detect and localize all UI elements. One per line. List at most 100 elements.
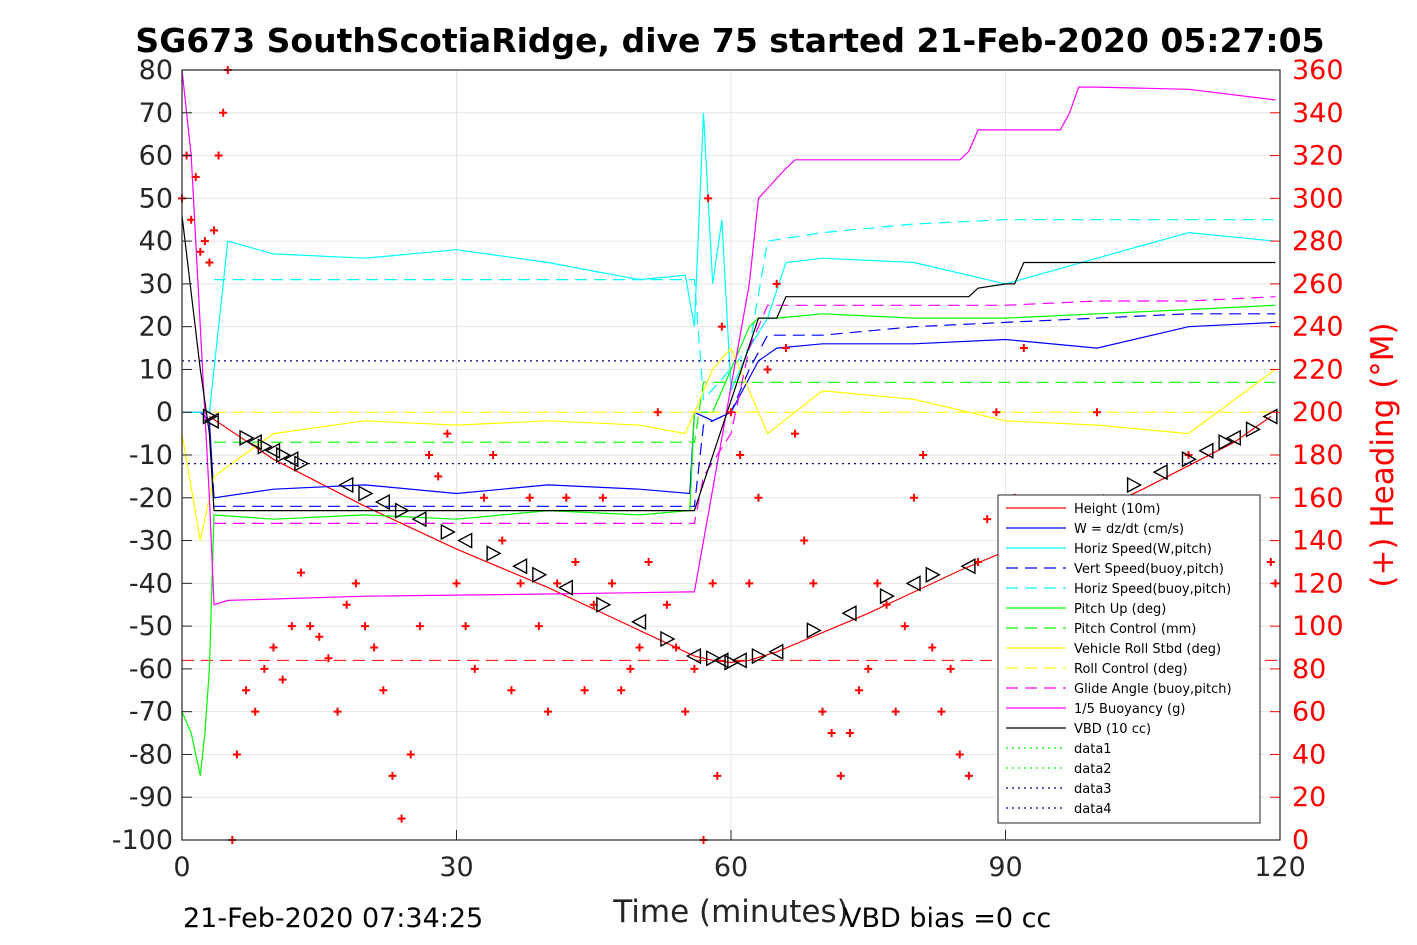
height-marker [925, 566, 941, 583]
heading-point [809, 579, 818, 588]
height-marker [440, 523, 456, 541]
heading-point [653, 408, 662, 417]
heading-point [992, 408, 1001, 417]
y-left-tick-label: -80 [129, 739, 173, 770]
y-left-tick-label: -100 [112, 825, 173, 856]
legend-entry: Glide Angle (buoy,pitch) [1074, 682, 1232, 697]
heading-point [260, 664, 269, 673]
height-marker [1126, 476, 1143, 494]
heading-point [937, 707, 946, 716]
legend-entry: data1 [1074, 742, 1112, 757]
y-left-tick-label: -40 [129, 568, 173, 599]
height-marker [685, 647, 702, 665]
heading-point [736, 451, 745, 459]
heading-point [873, 579, 882, 588]
height-marker [1181, 451, 1197, 468]
x-tick-label: 120 [1254, 852, 1306, 883]
x-tick-label: 0 [173, 852, 190, 883]
heading-point [333, 707, 342, 716]
height-marker [338, 476, 354, 494]
y-left-tick-label: 50 [139, 183, 173, 214]
heading-point [704, 194, 713, 203]
heading-point [1019, 344, 1028, 353]
height-marker [275, 446, 292, 464]
y-right-tick-label: 300 [1292, 183, 1344, 214]
heading-point [232, 750, 241, 759]
y-right-tick-label: 60 [1292, 697, 1326, 728]
y-right-tick-label: 80 [1292, 654, 1326, 685]
x-tick-label: 60 [714, 852, 748, 883]
height-marker [1218, 433, 1234, 451]
heading-point [406, 750, 415, 759]
heading-point [370, 643, 379, 652]
y-left-tick-label: -70 [129, 697, 173, 728]
y-left-tick-label: 30 [139, 269, 173, 300]
heading-point [635, 643, 644, 652]
y-left-tick-label: 10 [139, 354, 173, 385]
x-tick-label: 90 [988, 852, 1022, 883]
heading-point [571, 557, 580, 566]
heading-point [452, 579, 461, 588]
heading-point [617, 686, 626, 695]
height-marker [202, 408, 218, 425]
heading-point [516, 579, 525, 588]
series-line-glide-angle-buoy-pitch [214, 296, 1276, 525]
y-right-tick-label: 260 [1292, 269, 1344, 300]
series-line-1-5-buoyancy-g [181, 69, 1276, 606]
heading-point [553, 579, 562, 588]
heading-point [690, 664, 699, 673]
height-marker [203, 412, 219, 429]
heading-point [479, 493, 488, 502]
heading-point [900, 622, 909, 631]
legend-entry: Horiz Speed(W,pitch) [1074, 542, 1212, 557]
heading-point [191, 172, 200, 181]
legend-entry: 1/5 Buoyancy (g) [1074, 702, 1185, 717]
heading-point [713, 771, 722, 780]
y-right-tick-label: 180 [1292, 440, 1344, 471]
heading-point [443, 429, 452, 438]
height-marker [486, 545, 502, 562]
y-right-tick-label: 140 [1292, 526, 1344, 557]
y-right-tick-label: 200 [1292, 397, 1344, 428]
heading-point [269, 643, 278, 652]
heading-point [919, 451, 928, 459]
series-line-horiz-speed-buoy-pitch [214, 219, 1276, 401]
legend-entry: Vehicle Roll Stbd (deg) [1074, 642, 1221, 657]
y-left-tick-label: 0 [156, 397, 173, 428]
y-left-tick-label: 20 [139, 312, 173, 343]
height-marker [394, 502, 411, 519]
y-right-tick-label: 0 [1292, 825, 1309, 856]
heading-point [644, 557, 653, 566]
heading-point [205, 258, 214, 267]
y-right-tick-label: 20 [1292, 782, 1326, 813]
heading-point [845, 729, 854, 738]
heading-point [544, 707, 552, 716]
series-line-w-dz-dt-cm-s [182, 321, 1276, 499]
heading-point [489, 451, 498, 459]
heading-point [278, 675, 287, 684]
height-marker [960, 558, 976, 575]
heading-point [507, 686, 516, 695]
height-marker [660, 630, 676, 648]
y-left-tick-label: 40 [139, 226, 173, 257]
heading-point [251, 707, 260, 716]
height-marker [257, 438, 273, 455]
heading-point [781, 344, 790, 353]
legend-entry: VBD (10 cc) [1074, 722, 1151, 737]
series-line-pitch-up-deg [181, 304, 1276, 776]
height-marker [411, 510, 427, 528]
y-left-tick-label: -20 [129, 483, 173, 514]
height-marker [631, 613, 647, 631]
height-marker [294, 455, 310, 472]
heading-point [946, 664, 955, 673]
legend-entry: Pitch Up (deg) [1074, 602, 1166, 617]
x-axis-label: Time (minutes) [612, 894, 848, 930]
chart-title: SG673 SouthScotiaRidge, dive 75 started … [135, 21, 1324, 60]
legend-box [997, 494, 1261, 824]
heading-point [342, 600, 351, 609]
heading-point [791, 429, 800, 438]
heading-point [1266, 557, 1275, 566]
heading-point [388, 771, 397, 780]
height-marker [879, 587, 896, 605]
heading-point [196, 247, 205, 256]
